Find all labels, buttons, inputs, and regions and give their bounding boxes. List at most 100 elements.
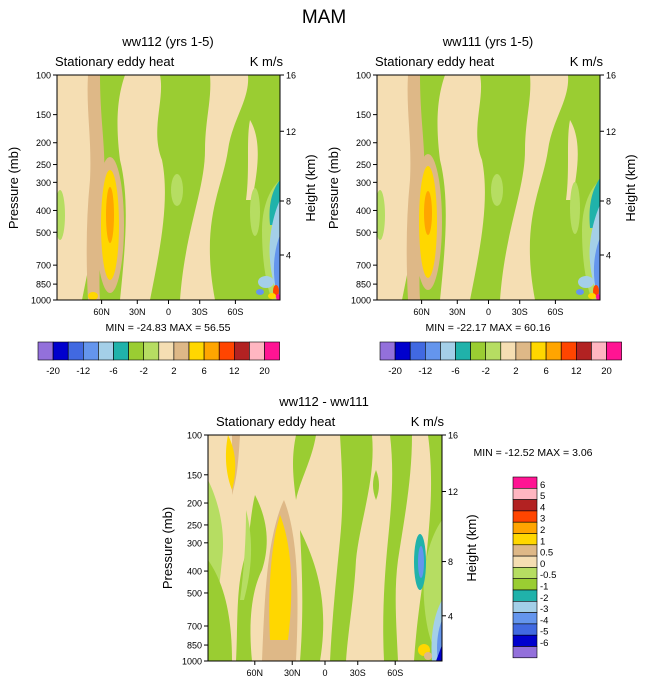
contour-region	[300, 530, 324, 661]
colorbar-swatch	[512, 499, 538, 512]
contour-region	[593, 238, 600, 300]
contour-region	[330, 435, 373, 661]
y-axis-label: Pressure (mb)	[326, 147, 341, 229]
colorbar-swatch	[113, 341, 129, 361]
x-tick-label: 30N	[449, 307, 466, 317]
colorbar-swatch	[37, 341, 54, 361]
x-tick-label: 60N	[413, 307, 430, 317]
min-max-stats: MIN = -24.83 MAX = 56.55	[106, 322, 231, 334]
y-tick-label: 250	[356, 160, 371, 170]
contour-region	[436, 645, 442, 661]
y2-tick-label: 12	[606, 127, 616, 137]
x-tick-label: 30N	[284, 668, 301, 678]
units-label: K m/s	[250, 54, 284, 69]
colorbar-swatch	[52, 341, 69, 361]
contour-region	[236, 495, 267, 661]
colorbar-label: 4	[540, 502, 545, 513]
contour-field	[57, 75, 280, 300]
y-tick-label: 500	[356, 228, 371, 238]
colorbar-swatch	[512, 555, 538, 568]
colorbar-label: 6	[540, 480, 545, 491]
field-label: Stationary eddy heat	[375, 54, 495, 69]
y2-axis-label: Height (km)	[464, 514, 479, 581]
contour-region	[276, 294, 280, 300]
colorbar-label: 20	[259, 366, 270, 377]
colorbar-swatch	[440, 341, 456, 361]
y-tick-label: 1000	[351, 296, 371, 306]
colorbar-swatch	[203, 341, 220, 361]
y-tick-label: 100	[187, 431, 202, 441]
y-tick-label: 850	[36, 280, 51, 290]
contour-region	[268, 293, 276, 299]
field-label: Stationary eddy heat	[216, 414, 336, 429]
colorbar-swatch	[512, 646, 538, 659]
contour-region	[293, 435, 316, 500]
x-tick-label: 0	[322, 668, 327, 678]
colorbar-swatch	[409, 341, 426, 361]
y2-tick-label: 12	[286, 127, 296, 137]
contour-region	[88, 292, 98, 300]
y2-tick-label: 8	[448, 557, 453, 567]
x-tick-label: 0	[486, 307, 491, 317]
contour-region	[424, 652, 432, 660]
colorbar-swatch	[591, 341, 607, 361]
contour-field	[208, 435, 442, 661]
y2-tick-label: 16	[286, 71, 296, 81]
contour-region	[500, 75, 569, 300]
y-tick-label: 400	[187, 567, 202, 577]
colorbar-swatch	[394, 341, 411, 361]
colorbar-swatch	[218, 341, 235, 361]
x-tick-label: 30S	[192, 307, 208, 317]
colorbar-swatch	[188, 341, 205, 361]
x-tick-label: 60S	[547, 307, 563, 317]
colorbar-swatch	[512, 510, 538, 523]
units-label: K m/s	[411, 414, 445, 429]
contour-region	[240, 510, 252, 600]
contour-region	[117, 75, 165, 300]
y2-tick-label: 16	[448, 431, 458, 441]
colorbar-swatch	[455, 341, 471, 361]
x-tick-label: 30S	[512, 307, 528, 317]
colorbar-swatch	[83, 341, 99, 361]
colorbar-swatch	[512, 589, 538, 602]
axes: 100 150 200 250 300 400 500 700 850 1000 16 12 8 4 60N…	[182, 431, 458, 679]
panel-title: ww111 (yrs 1-5)	[442, 34, 534, 49]
colorbar-label: 20	[601, 366, 612, 377]
colorbar-label: -0.5	[540, 570, 556, 581]
y2-tick-label: 4	[286, 251, 291, 261]
colorbar-swatch	[512, 578, 538, 591]
colorbar-label: 2	[540, 525, 545, 536]
y-tick-label: 150	[356, 110, 371, 120]
y-tick-label: 300	[356, 178, 371, 188]
contour-region	[424, 191, 432, 235]
y-tick-label: 300	[187, 538, 202, 548]
contour-region	[588, 293, 596, 299]
contour-region	[246, 120, 258, 200]
y-tick-label: 850	[187, 641, 202, 651]
colorbar-swatch	[264, 341, 280, 361]
contour-region	[225, 435, 236, 490]
contour-region	[576, 289, 584, 295]
min-max-stats: MIN = -12.52 MAX = 3.06	[473, 447, 592, 459]
y-tick-label: 1000	[182, 657, 202, 667]
y-tick-label: 700	[356, 261, 371, 271]
y-tick-label: 200	[36, 138, 51, 148]
y-tick-label: 700	[36, 261, 51, 271]
colorbar-swatch	[379, 341, 396, 361]
colorbar-swatch	[98, 341, 114, 361]
y-axis-label: Pressure (mb)	[160, 507, 175, 589]
contour-region	[250, 188, 260, 236]
axes: 100 150 200 250 300 400 500 700 850 1000 16 12 8 4 60N…	[31, 71, 296, 318]
colorbar-swatch	[485, 341, 502, 361]
contour-region	[171, 174, 183, 206]
contour-region	[373, 470, 379, 500]
contour-region	[180, 75, 249, 300]
contour-region	[258, 276, 274, 288]
colorbar-label: -6	[109, 366, 117, 377]
colorbar-label: 2	[513, 366, 518, 377]
colorbar-label: -12	[76, 366, 90, 377]
y2-tick-label: 8	[286, 197, 291, 207]
contour-region	[596, 294, 600, 300]
colorbar-label: 6	[543, 366, 548, 377]
y-tick-label: 150	[187, 470, 202, 480]
